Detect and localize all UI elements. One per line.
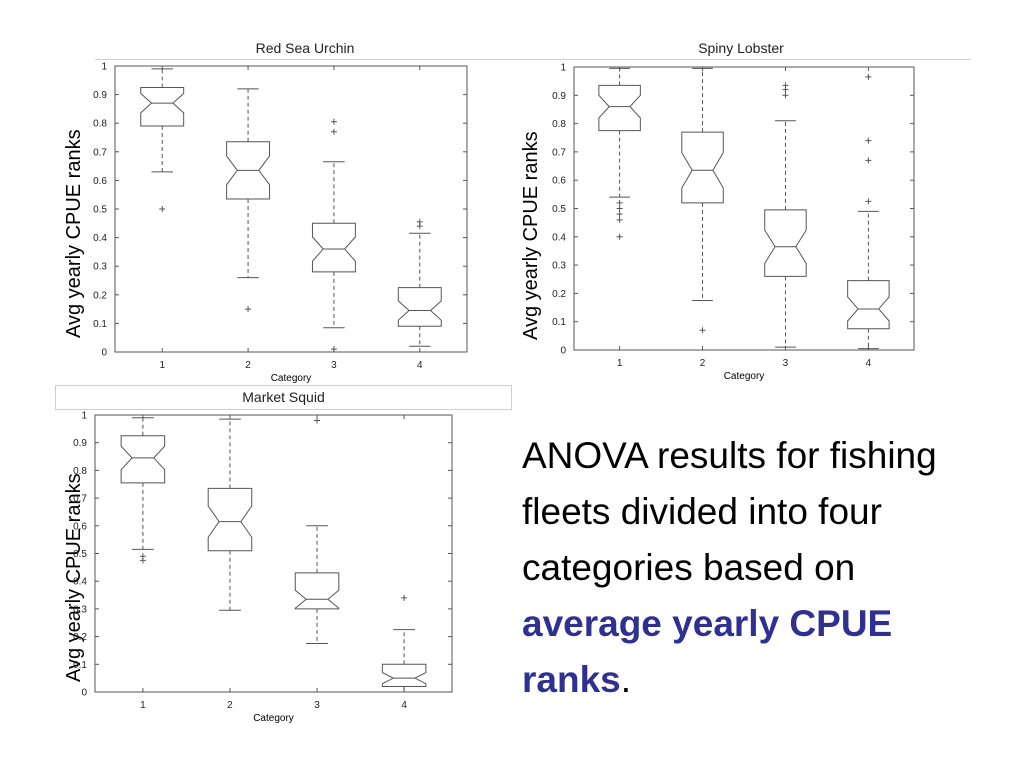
x-tick-label: 3 — [783, 358, 789, 369]
x-tick-label: 2 — [245, 360, 251, 371]
y-tick-label: 0.8 — [73, 466, 87, 477]
box — [294, 572, 340, 610]
chart-panel-spiny-lobster: Spiny Lobster Avg yearly CPUE ranks 0 0.1… — [512, 38, 972, 382]
y-tick-label: 0.3 — [73, 604, 87, 615]
y-tick-label: 0.2 — [73, 632, 87, 643]
y-tick-label: 0.7 — [552, 147, 566, 158]
y-tick-label: 0.4 — [552, 232, 566, 243]
outlier-marker — [416, 218, 423, 225]
box — [207, 487, 253, 552]
outlier-marker — [330, 128, 337, 135]
x-axis-label: Category — [253, 713, 294, 724]
y-tick-label: 0.8 — [93, 119, 107, 130]
outlier-marker — [616, 233, 623, 240]
x-axis-label: Category — [271, 373, 312, 384]
boxplot-svg: 0 0.1 0.2 0.3 0.4 0.5 0.6 0.7 0.8 0.9 1 1 2 3 4 Categor… — [552, 63, 915, 382]
box — [764, 209, 807, 277]
y-tick-label: 0.6 — [73, 521, 87, 532]
x-tick-label: 3 — [314, 700, 320, 711]
y-tick-label: 0 — [101, 348, 107, 359]
y-tick-label: 0.9 — [73, 438, 87, 449]
chart-title: Red Sea Urchin — [95, 38, 515, 60]
x-tick-label: 1 — [617, 358, 623, 369]
y-tick-label: 0.1 — [73, 660, 87, 671]
y-tick-label: 0 — [560, 346, 566, 357]
y-tick-label: 0.5 — [73, 549, 87, 560]
x-tick-label: 2 — [227, 700, 233, 711]
outlier-marker — [616, 216, 623, 223]
caption-highlight: average yearly CPUE ranks — [522, 603, 893, 700]
outlier-marker — [330, 118, 337, 125]
x-tick-label: 4 — [401, 700, 407, 711]
y-tick-label: 1 — [81, 411, 87, 422]
outlier-marker — [865, 198, 872, 205]
y-tick-label: 0.3 — [552, 261, 566, 272]
y-tick-label: 1 — [101, 62, 107, 73]
y-tick-label: 0.7 — [93, 147, 107, 158]
outlier-marker — [401, 594, 408, 601]
x-tick-label: 4 — [866, 358, 872, 369]
outlier-marker — [245, 306, 252, 313]
y-tick-label: 0.2 — [93, 290, 107, 301]
outlier-marker — [782, 92, 789, 99]
outlier-marker — [616, 205, 623, 212]
box — [381, 663, 427, 687]
outlier-marker — [159, 206, 166, 212]
box — [847, 280, 890, 330]
y-tick-label: 0.9 — [552, 91, 566, 102]
y-tick-label: 0.1 — [552, 317, 566, 328]
y-tick-label: 0.8 — [552, 119, 566, 130]
chart-title: Market Squid — [55, 385, 512, 410]
caption-period: . — [620, 659, 632, 700]
y-tick-label: 0.5 — [93, 205, 107, 216]
box — [140, 86, 185, 127]
outlier-marker — [314, 417, 321, 424]
chart-panel-red-sea-urchin: Red Sea Urchin Avg yearly CPUE ranks 0 0.… — [55, 38, 515, 384]
outlier-marker — [782, 82, 789, 89]
chart-panel-market-squid: Market Squid Avg yearly CPUE ranks 0 0.1 0… — [55, 385, 515, 725]
y-tick-label: 0.6 — [552, 176, 566, 187]
x-axis-label: Category — [724, 371, 765, 382]
outlier-marker — [330, 346, 337, 353]
x-tick-label: 3 — [331, 360, 337, 371]
y-tick-label: 0.4 — [73, 577, 87, 588]
y-tick-label: 0.3 — [93, 262, 107, 273]
x-tick-label: 1 — [159, 360, 165, 371]
box — [311, 222, 356, 273]
caption-text: ANOVA results for fishing fleets divided… — [522, 435, 937, 588]
outlier-marker — [865, 137, 872, 144]
x-tick-label: 2 — [700, 358, 706, 369]
y-tick-label: 0.2 — [552, 289, 566, 300]
y-tick-label: 0.7 — [73, 494, 87, 505]
outlier-marker — [865, 73, 872, 80]
outlier-marker — [865, 157, 872, 164]
box — [598, 84, 641, 132]
y-tick-label: 1 — [560, 63, 566, 74]
y-tick-label: 0.1 — [93, 319, 107, 330]
x-tick-label: 4 — [417, 360, 423, 371]
boxplot-svg: 0 0.1 0.2 0.3 0.4 0.5 0.6 0.7 0.8 0.9 1 1 2 3 4 Categor… — [73, 411, 453, 724]
chart-title: Spiny Lobster — [512, 38, 970, 60]
y-tick-label: 0 — [81, 688, 87, 699]
x-tick-label: 1 — [140, 700, 146, 711]
box — [681, 131, 724, 204]
y-tick-label: 0.9 — [93, 90, 107, 101]
y-tick-label: 0.4 — [93, 233, 107, 244]
y-tick-label: 0.5 — [552, 204, 566, 215]
slide-caption: ANOVA results for fishing fleets divided… — [522, 428, 992, 708]
outlier-marker — [699, 327, 706, 334]
outlier-marker — [616, 199, 623, 206]
box — [120, 435, 166, 484]
y-tick-label: 0.6 — [93, 176, 107, 187]
outlier-marker — [139, 553, 146, 560]
outlier-marker — [616, 211, 623, 218]
box — [397, 287, 442, 327]
boxplot-svg: 0 0.1 0.2 0.3 0.4 0.5 0.6 0.7 0.8 0.9 1 1 2 3 4 Categor… — [93, 62, 468, 384]
